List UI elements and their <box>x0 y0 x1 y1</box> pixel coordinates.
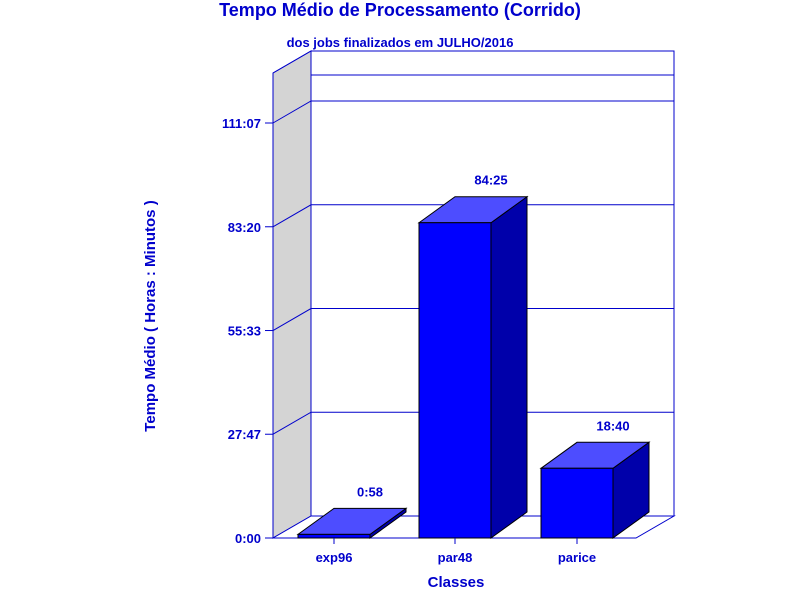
y-axis-label: Tempo Médio ( Horas : Minutos ) <box>142 200 159 431</box>
chart-title: Tempo Médio de Processamento (Corrido) <box>219 0 581 20</box>
grid-line <box>272 50 312 74</box>
chart-grid <box>272 50 674 435</box>
grid-line <box>272 204 674 228</box>
grid-line <box>272 411 674 435</box>
bar-side <box>490 195 528 539</box>
x-axis: exp96 par48 parice <box>316 538 596 565</box>
x-tick-label: par48 <box>438 550 473 565</box>
grid-line <box>272 308 674 331</box>
x-tick-label: exp96 <box>316 550 353 565</box>
bar <box>297 533 371 539</box>
y-tick-label: 55:33 <box>228 324 261 339</box>
y-tick-label: 0:00 <box>235 531 261 546</box>
left-wall <box>272 50 312 539</box>
x-tick-label: parice <box>558 550 596 565</box>
y-tick-label: 83:20 <box>228 220 261 235</box>
bar <box>418 222 492 539</box>
data-label: 0:58 <box>357 484 383 499</box>
x-axis-label: Classes <box>428 574 485 591</box>
bar <box>540 467 614 539</box>
grid-line <box>272 100 674 124</box>
y-tick-label: 27:47 <box>228 427 261 442</box>
y-axis: 0:00 27:47 55:33 83:20 111:07 <box>222 73 274 546</box>
bars: 0:58 84:25 18:40 <box>296 173 651 539</box>
data-label: 18:40 <box>596 418 629 433</box>
chart-subtitle: dos jobs finalizados em JULHO/2016 <box>286 35 514 50</box>
data-label: 84:25 <box>474 173 507 188</box>
y-tick-label: 111:07 <box>222 116 261 131</box>
